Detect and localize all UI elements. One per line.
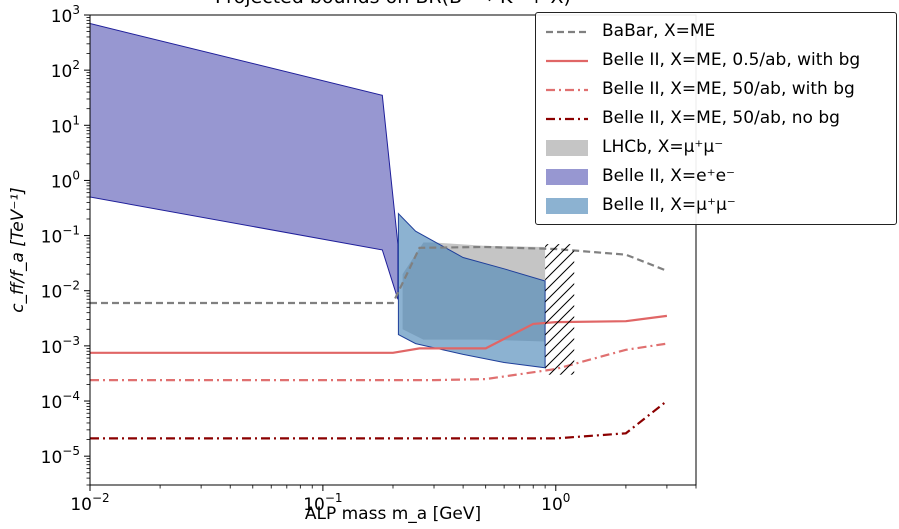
x-tick-label: 10−1 [303,491,342,515]
lines [90,245,668,440]
legend-swatch [546,59,588,63]
legend-swatch [546,169,588,185]
legend-item: Belle II, X=e⁺e⁻ [536,164,896,190]
y-tick-label: 100 [51,168,80,192]
legend-item: Belle II, X=ME, 50/ab, no bg [536,106,896,132]
legend-swatch [546,198,588,214]
legend-label: Belle II, X=ME, 50/ab, with bg [602,79,855,99]
legend-item: Belle II, X=ME, 0.5/ab, with bg [536,48,896,74]
legend: BaBar, X=ME Belle II, X=ME, 0.5/ab, with … [535,12,897,225]
x-axis-ticks: 10−2 10−1 100 [70,485,697,515]
legend-label: LHCb, X=μ⁺μ⁻ [602,137,724,157]
y-tick-label: 10−5 [41,444,80,468]
y-tick-label: 102 [51,58,80,82]
x-axis-label: ALP mass m_a [GeV] [304,504,482,524]
legend-label: Belle II, X=e⁺e⁻ [602,166,736,186]
legend-swatch [546,30,588,34]
legend-label: Belle II, X=ME, 50/ab, no bg [602,108,840,128]
band-belle-ii-x [397,212,546,369]
line-belle-ii-x-me-50-ab-with-bg [90,342,668,382]
legend-item: BaBar, X=ME [536,19,896,45]
x-tick-label: 10−2 [70,491,109,515]
y-tick-label: 103 [51,3,80,27]
hatched-region [545,244,575,375]
y-tick-label: 10−2 [41,279,80,303]
legend-item: Belle II, X=ME, 50/ab, with bg [536,77,896,103]
legend-swatch-fill [546,198,588,214]
y-axis-ticks: 10−5 10−4 10−3 10−2 10−1 100 101 102 103 [41,3,90,486]
annotations [545,244,575,375]
bands [90,22,546,369]
legend-swatch-fill [546,140,588,156]
legend-label: BaBar, X=ME [602,21,716,41]
legend-swatch [546,88,588,92]
line-belle-ii-x-me-0-5-ab-with-bg [90,314,668,354]
legend-item: LHCb, X=μ⁺μ⁻ [536,135,896,161]
legend-label: Belle II, X=ME, 0.5/ab, with bg [602,50,861,70]
chart-title: Projected bounds on BR(B⁺ → K⁺ + X) [90,0,696,8]
legend-item: Belle II, X=μ⁺μ⁻ [536,193,896,219]
line-babar-x-me [90,245,668,305]
y-tick-label: 10−1 [41,224,80,248]
legend-swatch-fill [546,169,588,185]
y-tick-label: 101 [51,113,80,137]
x-tick-label: 100 [541,491,570,515]
y-axis-label: c_ff/f_a [TeV⁻¹] [8,187,28,313]
legend-label: Belle II, X=μ⁺μ⁻ [602,195,736,215]
y-tick-label: 10−3 [41,334,80,358]
legend-swatch [546,140,588,156]
y-tick-label: 10−4 [41,389,80,413]
line-belle-ii-x-me-50-ab-no-bg [90,400,668,440]
legend-swatch [546,117,588,121]
